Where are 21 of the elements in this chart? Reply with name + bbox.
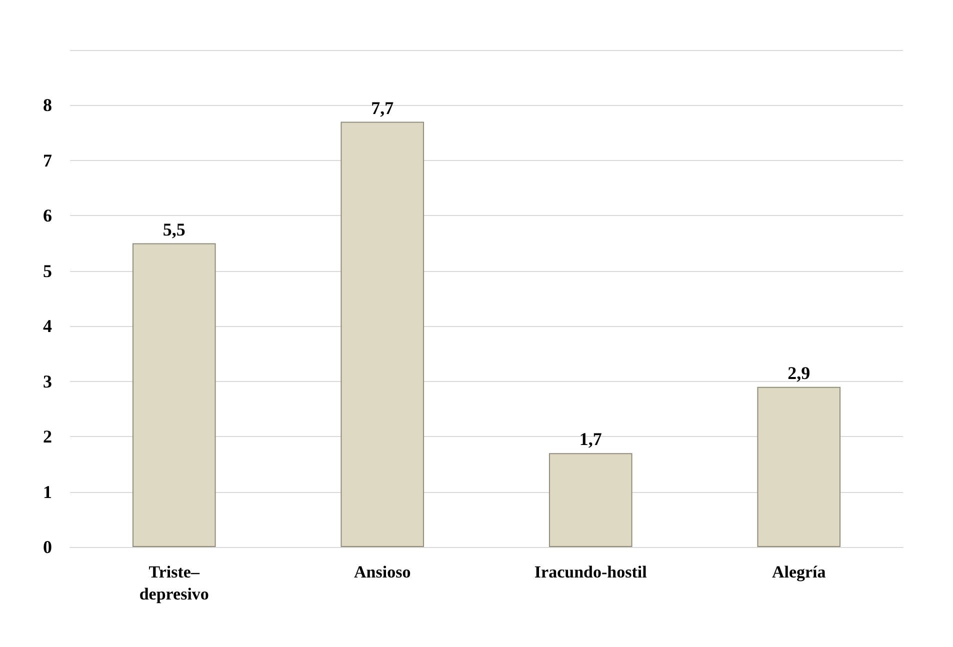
y-tick-label: 3 [43,371,52,392]
bar [340,122,424,547]
data-label: 7,7 [371,98,394,118]
x-tick-label: Triste– depresivo [139,562,209,604]
y-tick-label: 5 [43,260,52,281]
bar [757,386,841,547]
y-tick-label: 2 [43,426,52,447]
y-tick-label: 8 [43,95,52,116]
y-tick-label: 1 [43,482,52,502]
data-label: 2,9 [788,362,810,383]
x-tick-label: Iracundo-hostil [534,562,648,582]
x-tick-label: Ansioso [354,562,411,582]
y-tick-label: 0 [43,537,52,557]
bar [132,243,216,547]
data-label: 1,7 [579,429,602,450]
y-tick-label: 7 [43,150,52,170]
bar [548,453,632,547]
x-tick-label: Alegría [772,562,826,582]
y-tick-label: 4 [43,316,52,336]
data-label: 5,5 [162,219,186,240]
y-tick-label: 6 [43,206,52,226]
